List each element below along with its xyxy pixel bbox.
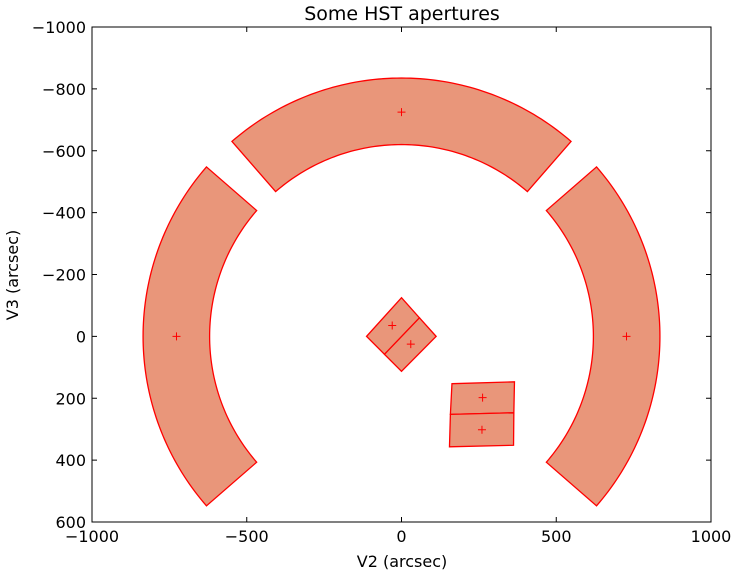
- aperture-arc-right: [545, 165, 661, 507]
- y-tick-label: −400: [42, 204, 86, 223]
- reference-marker-box-lower: [477, 425, 486, 434]
- reference-marker-arc-right: [622, 332, 631, 341]
- aperture-arc-left: [142, 165, 258, 507]
- x-tick-label: 500: [541, 527, 572, 546]
- x-tick-label: 1000: [691, 527, 732, 546]
- x-tick-label: 0: [396, 527, 406, 546]
- reference-marker-diamond-lower: [406, 340, 415, 349]
- reference-marker-diamond-upper: [388, 321, 397, 330]
- y-tick-label: −600: [42, 142, 86, 161]
- y-axis-label: V3 (arcsec): [3, 230, 22, 321]
- x-axis-label: V2 (arcsec): [357, 552, 448, 571]
- y-tick-label: 0: [76, 327, 86, 346]
- chart-title: Some HST apertures: [304, 3, 500, 25]
- y-tick-label: −200: [42, 266, 86, 285]
- y-tick-label: −1000: [32, 18, 86, 37]
- y-tick-label: 200: [55, 389, 86, 408]
- x-tick-label: −500: [225, 527, 269, 546]
- plot-area: [142, 77, 661, 507]
- y-tick-label: 600: [55, 513, 86, 532]
- x-tick-label: −1000: [65, 527, 119, 546]
- reference-marker-arc-left: [172, 332, 181, 341]
- aperture-arc-top: [231, 77, 572, 193]
- y-tick-label: 400: [55, 451, 86, 470]
- y-tick-label: −800: [42, 80, 86, 99]
- axis-ticks: −1000 −500 0 500 1000 −1000 −800 −600 −400 −200 0 2…: [32, 18, 731, 546]
- reference-marker-arc-top: [397, 108, 406, 117]
- reference-marker-box-upper: [478, 393, 487, 402]
